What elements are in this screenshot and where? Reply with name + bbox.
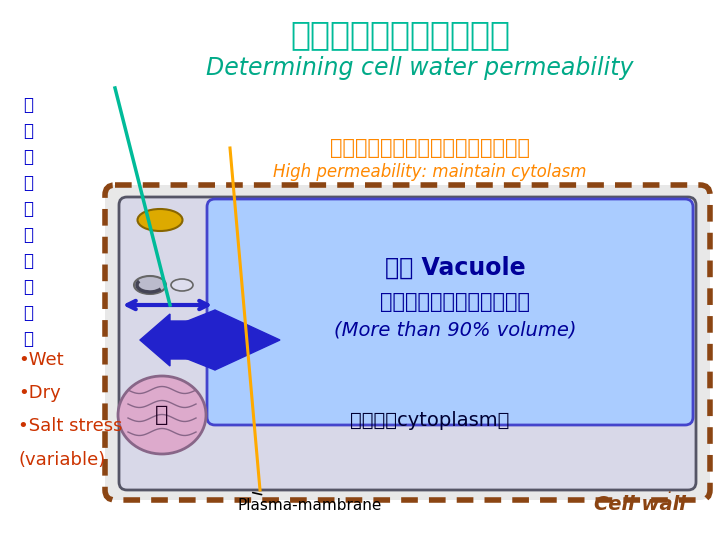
Text: 細胞質（cytoplasm）: 細胞質（cytoplasm）	[351, 410, 510, 429]
Polygon shape	[215, 310, 280, 370]
Text: （: （	[23, 174, 33, 192]
Text: （細胞体積の９０％以上）: （細胞体積の９０％以上）	[380, 292, 530, 312]
Text: 液胞 Vacuole: 液胞 Vacuole	[384, 256, 526, 280]
Text: 胞: 胞	[23, 122, 33, 140]
Text: 境: 境	[23, 330, 33, 348]
Text: 細胞の水透過性をきめる: 細胞の水透過性をきめる	[290, 18, 510, 51]
FancyBboxPatch shape	[119, 197, 696, 490]
Text: ）: ）	[23, 252, 33, 270]
Polygon shape	[140, 310, 215, 370]
Text: Determining cell water permeability: Determining cell water permeability	[206, 56, 634, 80]
Ellipse shape	[138, 209, 182, 231]
Text: •Salt stress: •Salt stress	[18, 417, 122, 435]
Text: 土: 土	[23, 200, 33, 218]
Text: (variable): (variable)	[18, 451, 105, 469]
Text: 細: 細	[23, 96, 33, 114]
Text: •Wet: •Wet	[18, 351, 63, 369]
Text: 環: 環	[23, 304, 33, 322]
Text: Cell wall: Cell wall	[594, 492, 686, 514]
Text: 水: 水	[23, 278, 33, 296]
Text: Plasma-mambrane: Plasma-mambrane	[238, 492, 382, 513]
Text: High permeability: maintain cytolasm: High permeability: maintain cytolasm	[274, 163, 587, 181]
Text: 外: 外	[23, 148, 33, 166]
Ellipse shape	[118, 376, 206, 454]
Text: (More than 90% volume): (More than 90% volume)	[334, 321, 576, 340]
Text: •Dry: •Dry	[18, 384, 60, 402]
Text: 核: 核	[156, 405, 168, 425]
Ellipse shape	[171, 279, 193, 291]
Text: 壌: 壌	[23, 226, 33, 244]
Text: 水透過性高い：細胞質の体積を維持: 水透過性高い：細胞質の体積を維持	[330, 138, 530, 158]
Ellipse shape	[134, 276, 166, 294]
FancyBboxPatch shape	[105, 185, 710, 500]
FancyArrow shape	[140, 314, 215, 366]
FancyBboxPatch shape	[207, 199, 693, 425]
